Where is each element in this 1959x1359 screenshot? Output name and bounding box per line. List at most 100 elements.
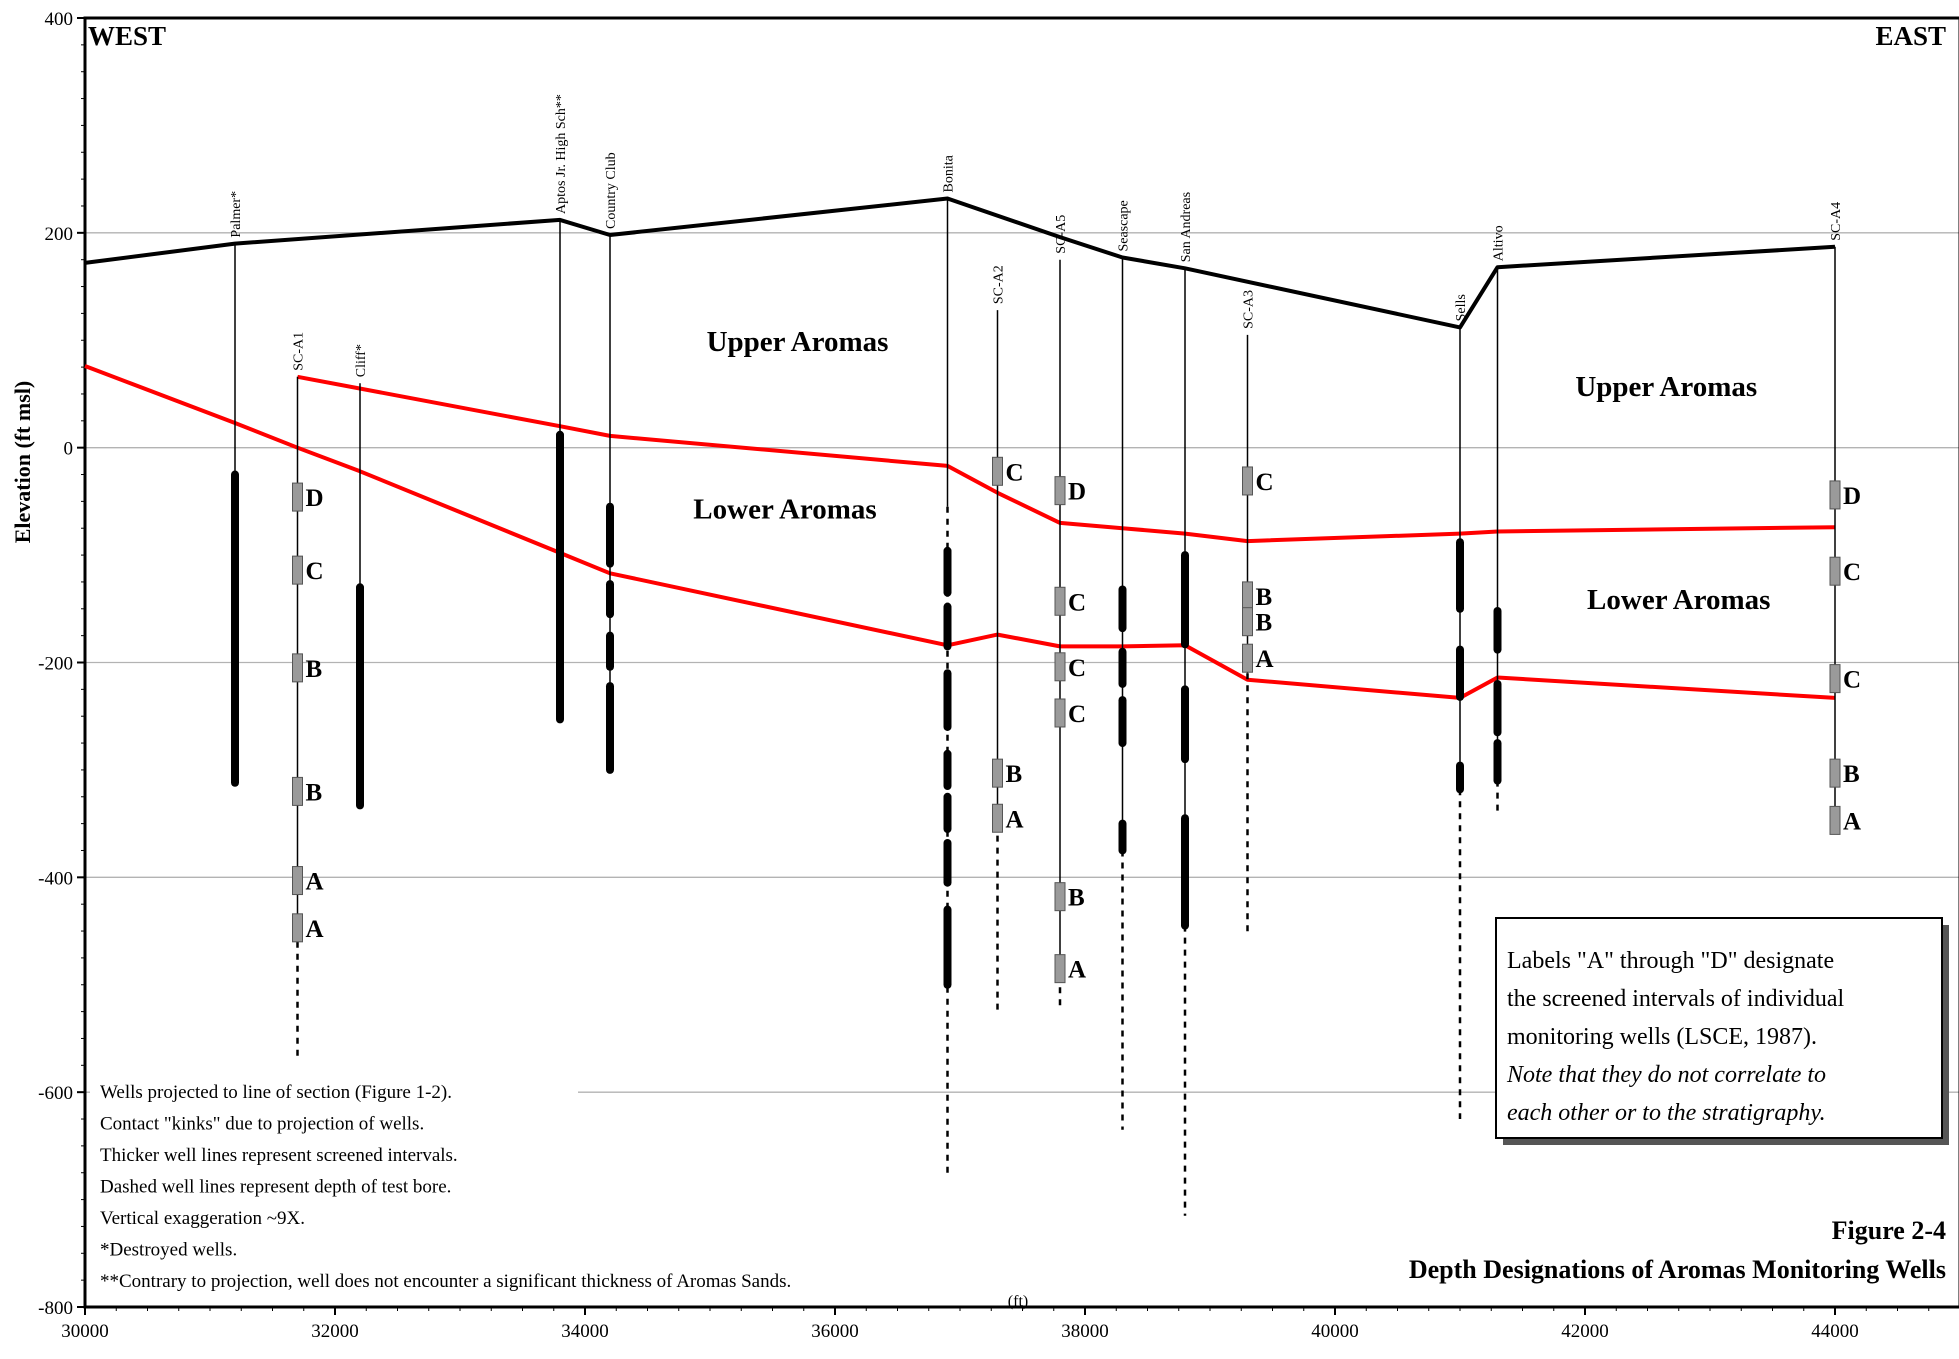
screen-marker [1242, 643, 1253, 673]
x-tick-label: 44000 [1811, 1321, 1859, 1342]
well-name-label: Country Club [604, 152, 619, 229]
well-name-label: SC-A5 [1054, 215, 1069, 254]
screen-marker [1054, 698, 1066, 728]
well-name-label: San Andreas [1179, 192, 1194, 262]
legend-text: Labels "A" through "D" designate the scre… [1506, 948, 1845, 1126]
well-name-label: SC-A4 [1829, 202, 1844, 241]
legend-line: Note that they do not correlate to [1506, 1062, 1826, 1088]
screen-marker [1054, 954, 1066, 984]
well-sc-a1: D C B B AA SC-A1 [292, 332, 324, 1060]
screen-label: C [1068, 589, 1086, 616]
x-tick-label: 36000 [811, 1321, 859, 1342]
screen-marker [292, 555, 303, 585]
unit-labels: Upper Aromas Lower Aromas Upper Aromas Lowe… [693, 326, 1770, 616]
screen-marker [1242, 581, 1253, 611]
y-tick-label: 400 [45, 9, 74, 30]
legend-line: monitoring wells (LSCE, 1987). [1507, 1024, 1817, 1050]
notes-block: Wells projected to line of section (Figu… [100, 1082, 791, 1292]
y-tick-label: 0 [64, 439, 74, 460]
screen-marker [992, 758, 1003, 788]
well-name-label: Sells [1454, 294, 1469, 321]
x-tick-label: 40000 [1311, 1321, 1359, 1342]
note-line: Dashed well lines represent depth of tes… [100, 1177, 451, 1198]
y-tick-label: -600 [38, 1083, 73, 1104]
screen-marker [1054, 882, 1066, 912]
screen-label: C [1256, 469, 1274, 496]
well-country-club: Country Club [604, 152, 619, 774]
screen-label: A [306, 916, 324, 943]
screen-marker [292, 913, 303, 943]
screen-label: A [1843, 808, 1861, 835]
screen-marker [1829, 758, 1841, 788]
note-line: Thicker well lines represent screened in… [100, 1145, 458, 1166]
screen-label: C [1006, 459, 1024, 486]
screen-marker [1054, 476, 1066, 506]
screen-label: B [1843, 761, 1860, 788]
screen-label: C [1843, 559, 1861, 586]
note-line: **Contrary to projection, well does not … [100, 1271, 791, 1292]
screen-marker [292, 653, 303, 683]
well-name-label: SC-A2 [992, 265, 1007, 304]
y-tick-label: -800 [38, 1298, 73, 1319]
unit-label: Lower Aromas [693, 494, 876, 526]
note-line: *Destroyed wells. [100, 1240, 237, 1261]
well-sells: Sells [1454, 294, 1469, 1120]
screen-marker [292, 482, 303, 512]
well-name-label: SC-A3 [1242, 290, 1257, 329]
x-tick-label: 30000 [61, 1321, 109, 1342]
direction-west: WEST [88, 21, 166, 51]
well-name-label: Bonita [942, 154, 957, 192]
x-tick-label: 34000 [561, 1321, 609, 1342]
screen-label: A [1256, 646, 1274, 673]
screen-label: C [306, 558, 324, 585]
screen-label: D [1068, 479, 1086, 506]
well-palmer: Palmer* [229, 191, 244, 787]
well-aptos-jr-high-sch: Aptos Jr. High Sch** [554, 94, 569, 724]
screen-marker [992, 456, 1003, 486]
well-seascape: Seascape [1117, 200, 1132, 1130]
screen-marker [1242, 466, 1253, 496]
x-tick-label: 32000 [311, 1321, 359, 1342]
note-line: Vertical exaggeration ~9X. [100, 1208, 305, 1229]
y-axis-title: Elevation (ft msl) [10, 381, 35, 544]
notes-background [90, 1074, 578, 1304]
screen-label: D [1843, 483, 1861, 510]
screen-marker [1829, 664, 1841, 694]
figure-number: Figure 2-4 [1832, 1216, 1946, 1245]
note-line: Contact "kinks" due to projection of wel… [100, 1114, 424, 1135]
unit-label: Upper Aromas [1575, 371, 1757, 403]
well-name-label: Altivo [1492, 225, 1507, 261]
well-cliff: Cliff* [354, 344, 369, 810]
y-tick-label: -400 [38, 868, 73, 889]
well-name-label: Palmer* [229, 191, 244, 238]
screen-label: A [1006, 806, 1024, 833]
screen-label: B [1068, 885, 1085, 912]
well-sc-a2: C BA SC-A2 [992, 265, 1024, 1012]
screen-marker [1054, 652, 1066, 682]
figure-title: Depth Designations of Aromas Monitoring … [1409, 1255, 1946, 1284]
unit-label: Lower Aromas [1587, 584, 1770, 616]
direction-east: EAST [1875, 21, 1946, 51]
y-tick-label: 200 [45, 224, 74, 245]
screen-label: A [1068, 957, 1086, 984]
well-name-label: SC-A1 [292, 332, 307, 371]
screen-marker [992, 803, 1003, 833]
legend-line: the screened intervals of individual [1507, 986, 1845, 1012]
legend-box [1495, 917, 1943, 1139]
legend-line: Labels "A" through "D" designate [1507, 948, 1834, 974]
ground-surface-line [84, 196, 1836, 330]
screen-label: B [1256, 610, 1273, 637]
well-name-label: Seascape [1117, 200, 1132, 251]
y-tick-label: -200 [38, 654, 73, 675]
screen-label: B [306, 656, 323, 683]
well-sc-a4: D C C BA SC-A4 [1829, 202, 1861, 836]
unit-label: Upper Aromas [707, 326, 889, 358]
screen-label: C [1068, 655, 1086, 682]
screen-label: B [306, 779, 323, 806]
